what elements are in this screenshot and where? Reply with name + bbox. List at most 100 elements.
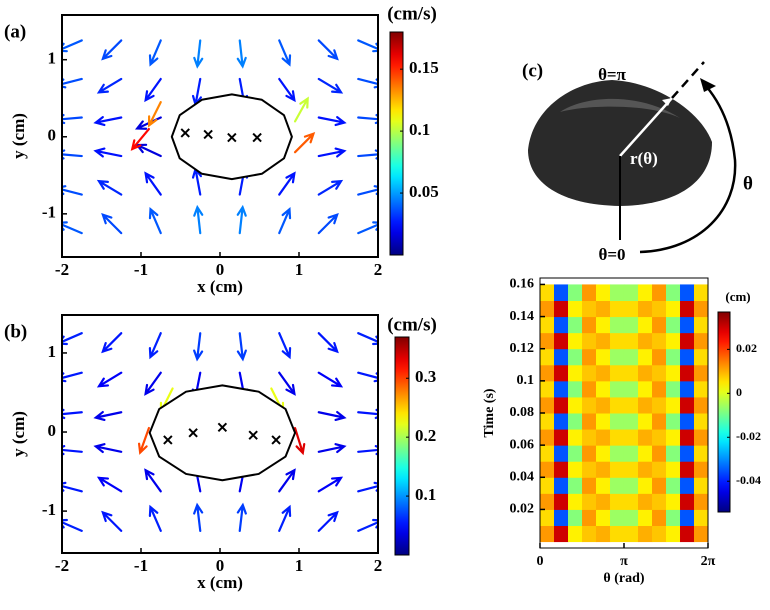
heatmap-cell (540, 413, 555, 430)
velocity-arrow (317, 179, 344, 196)
velocity-arrow (357, 221, 378, 235)
heatmap-cell (596, 461, 611, 478)
heatmap-cell (553, 493, 569, 510)
heatmap-cell (553, 364, 569, 382)
heatmap-cell (553, 413, 569, 430)
x-tick-label: -2 (55, 556, 69, 575)
radius-label: r(θ) (630, 149, 658, 168)
y-axis-label: y (cm) (9, 113, 28, 159)
heatmap-cell (610, 429, 625, 446)
x-tick-label: -2 (55, 260, 69, 279)
x-tick-label: 1 (295, 260, 304, 279)
heatmap-cell (610, 300, 625, 318)
heatmap-cell (568, 284, 583, 301)
cross-marker (180, 128, 190, 138)
heatmap-cell (553, 316, 569, 334)
velocity-arrow (148, 100, 162, 128)
heatmap-cell (638, 284, 653, 301)
y-tick-label: 0 (48, 126, 57, 145)
heatmap-cell (568, 509, 583, 526)
cross-marker (163, 435, 173, 445)
heatmap-cell (540, 493, 555, 510)
y-tick-label: 1 (48, 49, 57, 68)
velocity-arrow (317, 212, 339, 235)
velocity-arrow (96, 476, 123, 493)
panel-label: (c) (522, 60, 543, 81)
y-axis-label: y (cm) (9, 411, 28, 457)
heatmap-cell (680, 380, 695, 398)
velocity-arrow (317, 39, 339, 61)
colorbar-tick-label: -0.02 (736, 429, 761, 443)
velocity-arrow (96, 77, 123, 94)
y-tick-label: -1 (42, 203, 56, 222)
heatmap-cell (652, 316, 667, 334)
colorbar-tick-label: 0.05 (409, 182, 439, 201)
cross-marker (217, 422, 228, 432)
heatmap-cell (680, 461, 695, 478)
heatmap-cell (610, 509, 625, 526)
heatmap-cell (596, 364, 611, 382)
x-tick-label: 0 (216, 260, 225, 279)
velocity-arrow (62, 39, 83, 53)
heatmap-cell (638, 300, 653, 318)
y-tick-label: 0.06 (510, 437, 535, 452)
heatmap-cell (693, 525, 708, 543)
heatmap-cell (540, 396, 555, 414)
heatmap-cell (652, 413, 667, 430)
y-tick-label: 1 (48, 342, 57, 361)
heatmap-cell (540, 364, 555, 382)
heatmap-cell (582, 429, 597, 446)
heatmap-cell (582, 364, 597, 382)
heatmap-cell (680, 332, 695, 350)
y-tick-label: 0.1 (517, 373, 535, 388)
heatmap-cell (582, 284, 597, 301)
velocity-arrow (317, 77, 344, 94)
velocity-arrow (62, 518, 83, 532)
velocity-arrow (144, 171, 162, 196)
velocity-arrow (317, 147, 347, 158)
heatmap-cell (666, 332, 681, 350)
heatmap-cell (582, 396, 597, 414)
x-tick-label: 0 (537, 554, 544, 569)
heatmap-cell (568, 525, 583, 543)
heatmap-cell (568, 445, 583, 462)
heatmap-cell (693, 380, 708, 398)
heatmap-cell (680, 445, 695, 462)
heatmap-cell (623, 493, 639, 510)
velocity-arrow (278, 468, 296, 493)
theta-zero-label: θ=0 (598, 245, 625, 264)
velocity-arrow (93, 410, 123, 421)
heatmap-cell (540, 445, 555, 462)
heatmap-cell (568, 429, 583, 446)
velocity-arrow (101, 212, 123, 235)
velocity-arrow (148, 332, 162, 360)
heatmap-cell (623, 477, 639, 494)
heatmap-cell (596, 445, 611, 462)
heatmap-cell (553, 284, 569, 301)
theta-pi-label: θ=π (598, 65, 627, 84)
colorbar (389, 31, 404, 256)
x-tick-label: -1 (134, 556, 148, 575)
drop-outline (148, 384, 297, 482)
heatmap-cell (680, 477, 695, 494)
velocity-arrow (317, 476, 344, 493)
heatmap-cell (623, 396, 639, 414)
heatmap-cell (652, 445, 667, 462)
velocity-arrow (62, 408, 83, 420)
angle-arrowhead (700, 78, 716, 92)
y-tick-label: 0.02 (510, 502, 535, 517)
heatmap-cell (680, 284, 695, 301)
velocity-arrow (101, 332, 123, 354)
velocity-arrow (137, 426, 150, 455)
heatmap-cell (623, 284, 639, 301)
heatmap-cell (666, 380, 681, 398)
heatmap-cell (582, 445, 597, 462)
heatmap-cell (553, 348, 569, 366)
velocity-arrow (357, 332, 378, 346)
heatmap-cell (680, 348, 695, 366)
velocity-arrow (357, 445, 378, 456)
heatmap-cell (596, 316, 611, 334)
heatmap-cell (540, 477, 555, 494)
heatmap-cell (596, 284, 611, 301)
heatmap-cell (652, 461, 667, 478)
